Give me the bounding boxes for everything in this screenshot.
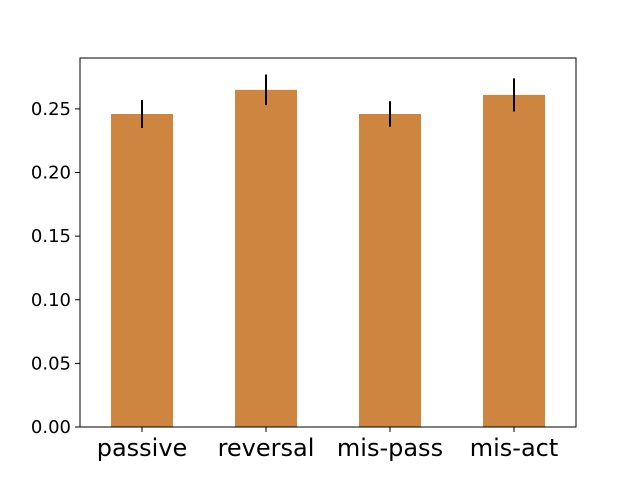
bar-passive [111,113,173,427]
axes-frame [79,57,577,428]
bars-layer [111,89,545,428]
x-axis: passive reversal mis-pass mis-act [97,427,559,462]
y-tick-label: 0.10 [31,290,71,311]
y-tick-label: 0.05 [31,353,71,374]
y-tick-label: 0.15 [31,226,71,247]
y-tick-label: 0.25 [31,99,71,120]
y-axis: 0.00 0.05 0.10 0.15 0.20 0.25 [31,99,80,438]
y-tick-label: 0.00 [31,417,71,438]
x-tick-label: mis-act [470,434,559,462]
x-tick-label: passive [97,434,188,462]
bar-mis-pass [359,113,421,427]
x-tick-label: mis-pass [337,434,443,462]
bar-mis-act [483,94,545,428]
bar-reversal [235,89,297,427]
y-tick-label: 0.20 [31,163,71,184]
error-bars-layer [141,74,515,128]
x-tick-label: reversal [218,434,315,462]
